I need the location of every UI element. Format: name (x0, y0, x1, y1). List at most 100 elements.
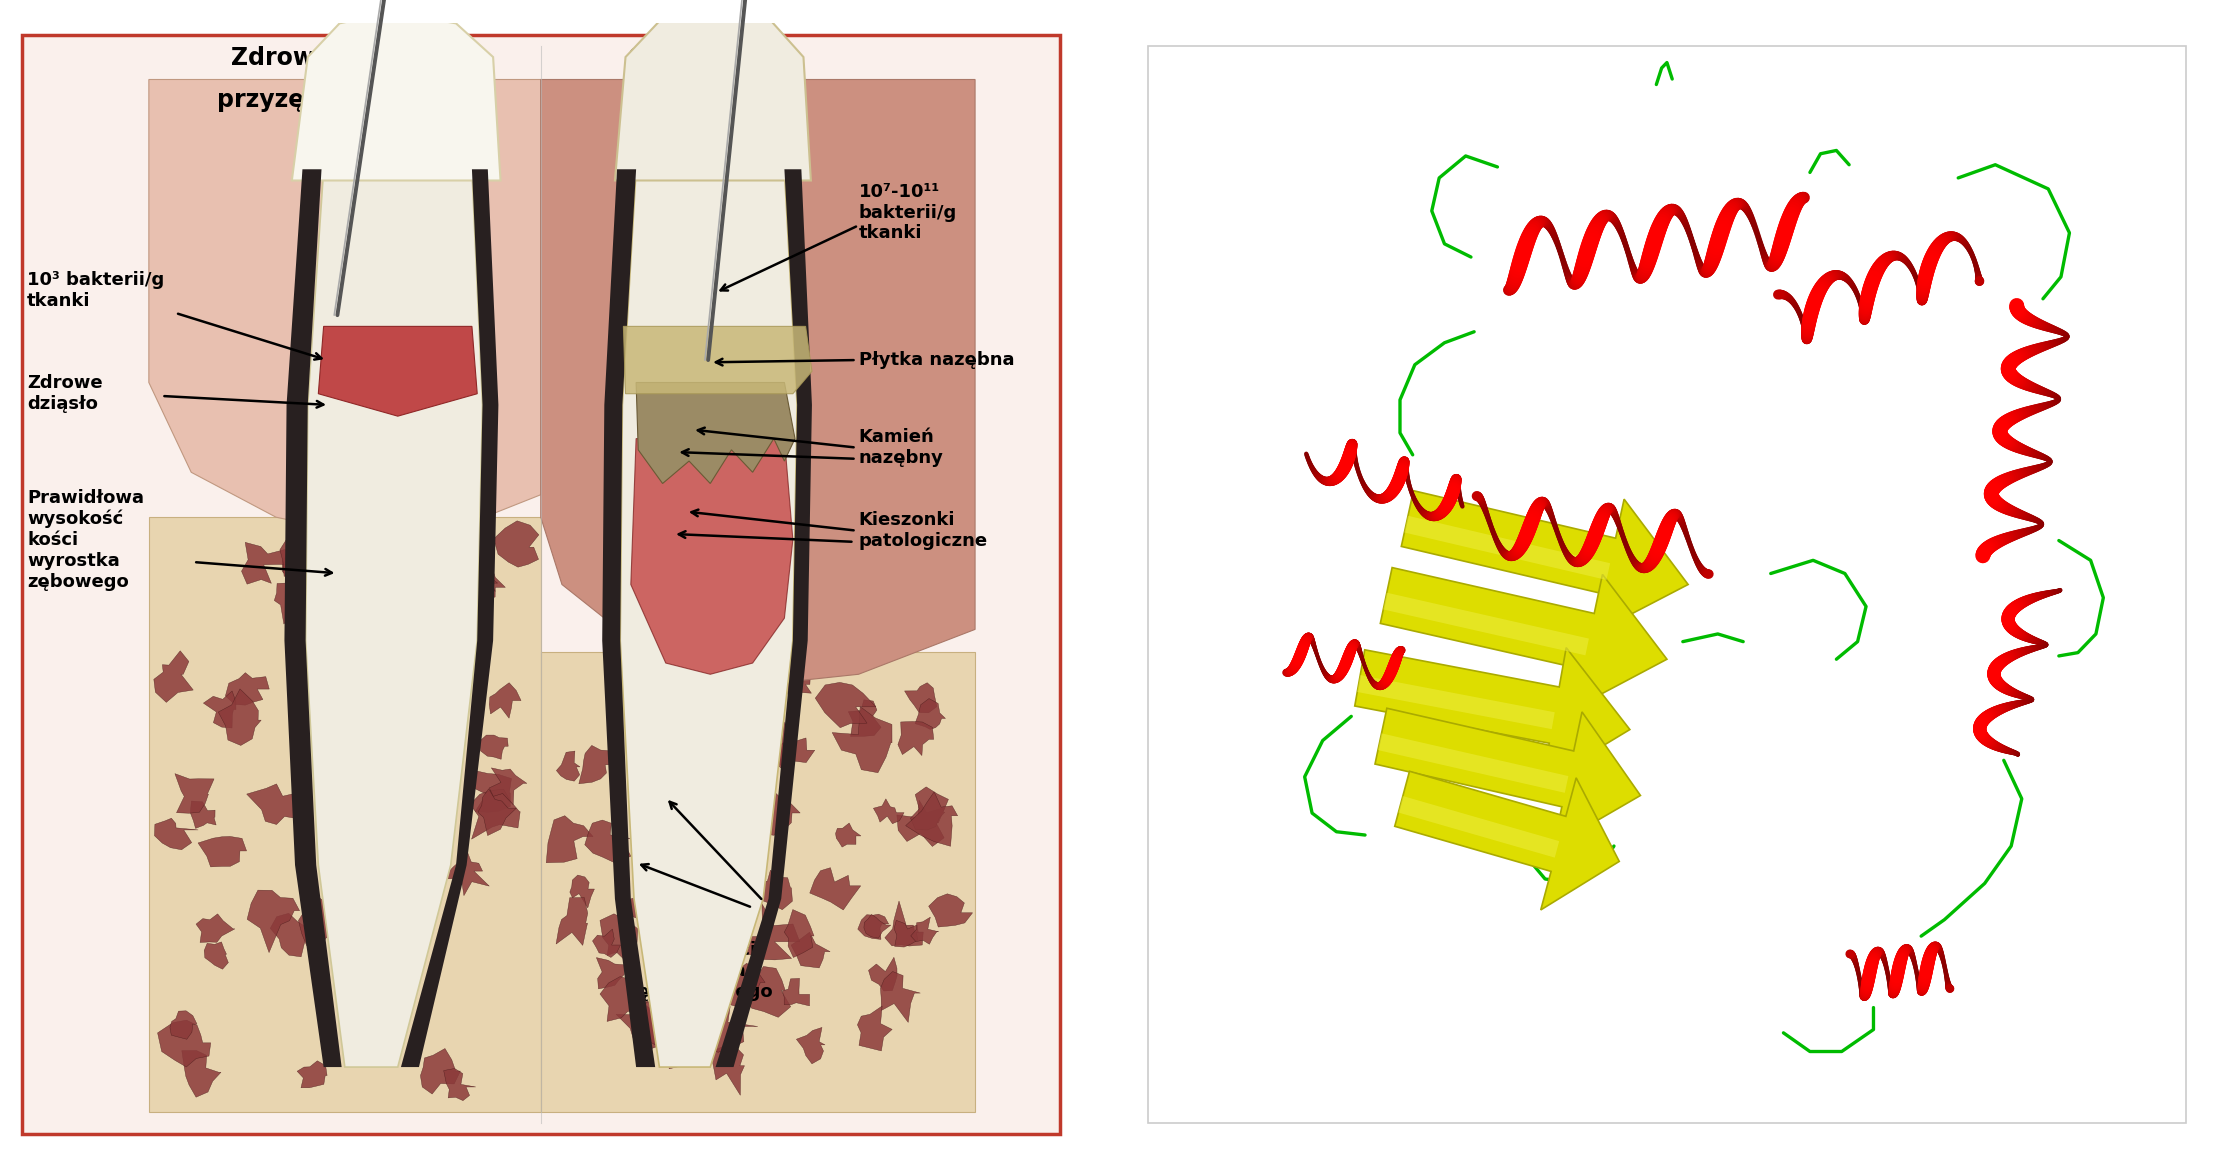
Polygon shape (584, 821, 631, 863)
Polygon shape (1394, 772, 1619, 909)
Polygon shape (736, 904, 801, 960)
Polygon shape (205, 942, 227, 969)
Polygon shape (1376, 708, 1641, 846)
Polygon shape (169, 1011, 196, 1039)
Polygon shape (631, 438, 794, 675)
Polygon shape (357, 853, 404, 899)
Polygon shape (910, 918, 939, 945)
Polygon shape (1383, 593, 1594, 656)
Polygon shape (241, 542, 297, 584)
Polygon shape (464, 565, 506, 607)
Polygon shape (270, 913, 310, 956)
Polygon shape (809, 867, 861, 909)
Polygon shape (488, 683, 522, 718)
Polygon shape (905, 791, 957, 846)
Polygon shape (332, 877, 384, 919)
Polygon shape (439, 636, 468, 669)
Polygon shape (401, 567, 455, 624)
Polygon shape (624, 884, 662, 922)
Polygon shape (306, 170, 482, 1067)
Polygon shape (660, 761, 694, 788)
Polygon shape (743, 967, 792, 1017)
Polygon shape (292, 12, 500, 180)
Polygon shape (863, 914, 890, 939)
Polygon shape (401, 773, 435, 811)
Polygon shape (1380, 568, 1668, 708)
Polygon shape (593, 929, 620, 957)
Polygon shape (299, 895, 348, 954)
Polygon shape (595, 957, 624, 989)
Polygon shape (401, 170, 497, 1067)
Polygon shape (248, 890, 299, 953)
Polygon shape (375, 584, 415, 637)
Text: przyzębie: przyzębie (216, 89, 346, 112)
Polygon shape (881, 971, 921, 1023)
Polygon shape (894, 920, 919, 947)
Polygon shape (711, 1045, 745, 1095)
Polygon shape (471, 789, 520, 839)
Polygon shape (341, 555, 388, 595)
Polygon shape (404, 539, 453, 573)
Polygon shape (158, 1021, 210, 1067)
Polygon shape (928, 894, 972, 927)
Polygon shape (836, 823, 861, 848)
Polygon shape (359, 805, 388, 837)
Text: Zanik kości
wyrostka
zębodołowego: Zanik kości wyrostka zębodołowego (627, 941, 772, 1001)
Polygon shape (1405, 516, 1615, 580)
Polygon shape (600, 976, 649, 1022)
Polygon shape (493, 521, 540, 567)
Polygon shape (274, 583, 306, 624)
Polygon shape (455, 540, 484, 570)
Polygon shape (700, 805, 756, 856)
Polygon shape (914, 699, 946, 729)
Polygon shape (765, 742, 789, 770)
Polygon shape (1358, 675, 1559, 729)
Polygon shape (149, 517, 540, 1112)
Text: Kieszonki
patologiczne: Kieszonki patologiczne (859, 511, 988, 551)
Polygon shape (1400, 491, 1688, 632)
Polygon shape (716, 963, 765, 1008)
Polygon shape (874, 798, 903, 824)
Polygon shape (691, 1001, 758, 1052)
Polygon shape (785, 671, 812, 700)
Polygon shape (1356, 648, 1630, 782)
Polygon shape (285, 170, 341, 1067)
Polygon shape (225, 672, 270, 705)
Polygon shape (767, 721, 814, 769)
Polygon shape (571, 876, 595, 908)
Text: Kamień
nazębny: Kamień nazębny (859, 428, 943, 466)
Polygon shape (615, 1004, 667, 1052)
Polygon shape (190, 801, 216, 829)
Polygon shape (154, 651, 194, 703)
Polygon shape (326, 782, 348, 810)
Polygon shape (859, 914, 888, 940)
Polygon shape (332, 718, 386, 759)
Polygon shape (905, 683, 937, 713)
Polygon shape (691, 693, 714, 719)
Polygon shape (297, 565, 339, 603)
Polygon shape (856, 1007, 892, 1051)
Polygon shape (885, 901, 923, 946)
Polygon shape (417, 713, 466, 758)
Polygon shape (1378, 733, 1574, 793)
Polygon shape (540, 79, 975, 685)
Polygon shape (444, 1068, 475, 1101)
Polygon shape (718, 665, 760, 724)
Text: Prawidłowa
wysokość
kości
wyrostka
zębowego: Prawidłowa wysokość kości wyrostka zębow… (27, 489, 145, 590)
Polygon shape (899, 721, 934, 755)
Polygon shape (421, 1049, 459, 1094)
Polygon shape (319, 326, 477, 416)
Polygon shape (464, 556, 493, 580)
Text: Zdrowe
dziąsło: Zdrowe dziąsło (27, 374, 103, 413)
Polygon shape (716, 170, 812, 1067)
Polygon shape (546, 816, 593, 863)
Polygon shape (636, 999, 685, 1045)
Polygon shape (816, 683, 876, 727)
Text: Choroba: Choroba (629, 46, 740, 70)
Polygon shape (540, 652, 975, 1112)
Text: Płytka nazębna: Płytka nazębna (859, 351, 1015, 369)
Text: Zdrowe: Zdrowe (232, 46, 330, 70)
Text: 10⁷-10¹¹
bakterii/g
tkanki: 10⁷-10¹¹ bakterii/g tkanki (859, 182, 957, 242)
Polygon shape (471, 770, 511, 812)
Polygon shape (183, 1051, 221, 1098)
